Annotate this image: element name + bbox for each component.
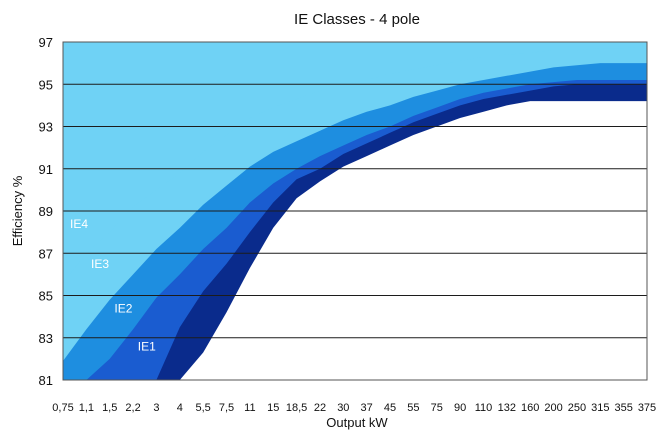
x-axis-label: Output kW xyxy=(326,415,388,430)
x-tick-label: 250 xyxy=(568,402,586,414)
x-tick-label: 45 xyxy=(384,402,396,414)
x-tick-label: 18,5 xyxy=(286,402,307,414)
x-tick-label: 4 xyxy=(177,402,183,414)
y-tick-label: 83 xyxy=(39,331,53,346)
x-tick-label: 15 xyxy=(267,402,279,414)
chart-title: IE Classes - 4 pole xyxy=(294,11,420,28)
gridlines xyxy=(62,41,648,381)
band-labels: IE4 IE3 IE2 IE1 xyxy=(70,217,156,354)
plot-frame xyxy=(62,41,648,381)
x-tick-label: 0,75 xyxy=(52,402,73,414)
band-label-ie4: IE4 xyxy=(70,217,88,231)
x-tick-label: 75 xyxy=(431,402,443,414)
x-tick-label: 55 xyxy=(407,402,419,414)
y-tick-label: 95 xyxy=(39,77,53,92)
y-axis: 81 83 85 87 89 91 93 95 97 xyxy=(39,35,53,388)
x-tick-label: 5,5 xyxy=(196,402,211,414)
y-tick-label: 81 xyxy=(39,373,53,388)
x-tick-label: 30 xyxy=(337,402,349,414)
y-tick-label: 87 xyxy=(39,246,53,261)
plot-area xyxy=(63,42,647,381)
y-tick-label: 91 xyxy=(39,162,53,177)
band-label-ie1: IE1 xyxy=(138,339,156,353)
x-tick-label: 355 xyxy=(614,402,632,414)
y-axis-label: Efficiency % xyxy=(10,175,25,246)
x-tick-label: 110 xyxy=(475,402,493,414)
x-axis: 0,75 1,1 1,5 2,2 3 4 5,5 7,5 11 15 18,5 22 30 37 45 55 7… xyxy=(52,402,656,414)
x-tick-label: 1,5 xyxy=(102,402,117,414)
band-label-ie3: IE3 xyxy=(91,257,109,271)
y-tick-label: 93 xyxy=(39,120,53,135)
y-tick-label: 97 xyxy=(39,35,53,50)
y-tick-label: 85 xyxy=(39,289,53,304)
band-label-ie2: IE2 xyxy=(114,301,132,315)
band-below-ie1 xyxy=(63,101,647,380)
x-tick-label: 11 xyxy=(244,402,255,414)
x-tick-label: 90 xyxy=(454,402,466,414)
x-tick-label: 1,1 xyxy=(79,402,94,414)
x-tick-label: 200 xyxy=(544,402,562,414)
x-tick-label: 2,2 xyxy=(125,402,140,414)
x-tick-label: 3 xyxy=(153,402,159,414)
x-tick-label: 375 xyxy=(638,402,656,414)
y-tick-label: 89 xyxy=(39,204,53,219)
x-tick-label: 37 xyxy=(361,402,373,414)
x-tick-label: 7,5 xyxy=(219,402,234,414)
x-tick-label: 160 xyxy=(521,402,539,414)
x-tick-label: 132 xyxy=(498,402,516,414)
x-tick-label: 315 xyxy=(591,402,609,414)
x-tick-label: 22 xyxy=(314,402,326,414)
